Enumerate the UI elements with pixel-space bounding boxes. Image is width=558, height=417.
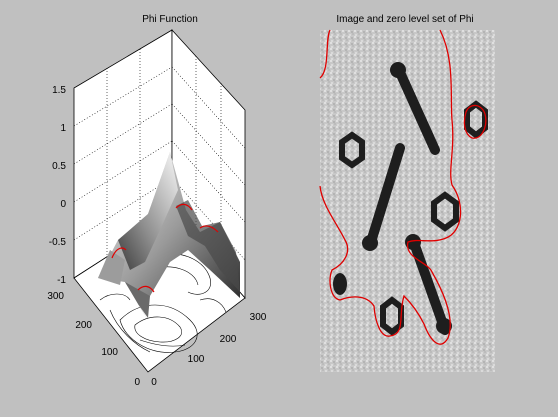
hexagon-ring bbox=[339, 131, 365, 169]
z-axis: 1.5 1 0.5 0 -0.5 -1 bbox=[49, 85, 67, 286]
y-tick-label: 300 bbox=[47, 291, 64, 302]
bar-object bbox=[393, 63, 440, 155]
x-tick-label: 200 bbox=[220, 334, 237, 345]
bar-object bbox=[408, 235, 450, 335]
bar-object bbox=[365, 143, 405, 250]
zero-level-set bbox=[319, 29, 487, 345]
hexagon-ring bbox=[380, 296, 404, 336]
right-plot-title: Image and zero level set of Phi bbox=[336, 14, 473, 25]
z-tick-label: 0 bbox=[60, 199, 66, 210]
z-tick-label: 1.5 bbox=[52, 85, 66, 96]
surface-plot: Phi Function bbox=[47, 14, 266, 388]
wall-gridlines bbox=[73, 49, 246, 271]
y-tick-label: 100 bbox=[101, 347, 118, 358]
bar-end-cap bbox=[390, 62, 406, 78]
y-axis: 300 200 100 0 bbox=[47, 291, 140, 388]
bar-end-cap bbox=[405, 234, 421, 250]
image-objects bbox=[333, 62, 488, 336]
left-plot-title: Phi Function bbox=[142, 14, 198, 25]
surface-mesh bbox=[98, 152, 240, 320]
z-tick-label: 0.5 bbox=[52, 161, 66, 172]
z-tick-label: 1 bbox=[60, 123, 66, 134]
blob-object bbox=[333, 273, 347, 295]
image-plot: Image and zero level set of Phi bbox=[319, 14, 495, 372]
bar-end-cap bbox=[436, 318, 452, 334]
x-tick-label: 300 bbox=[250, 312, 267, 323]
x-tick-label: 0 bbox=[151, 377, 157, 388]
x-tick-label: 100 bbox=[188, 354, 205, 365]
x-axis: 0 100 200 300 bbox=[151, 312, 267, 388]
zero-level-on-surface bbox=[111, 203, 219, 293]
y-tick-label: 200 bbox=[75, 320, 92, 331]
z-tick-label: -1 bbox=[57, 275, 66, 286]
y-tick-label: 0 bbox=[134, 377, 140, 388]
bar-end-cap bbox=[362, 235, 378, 251]
hexagon-ring bbox=[431, 191, 459, 232]
z-tick-label: -0.5 bbox=[49, 237, 67, 248]
